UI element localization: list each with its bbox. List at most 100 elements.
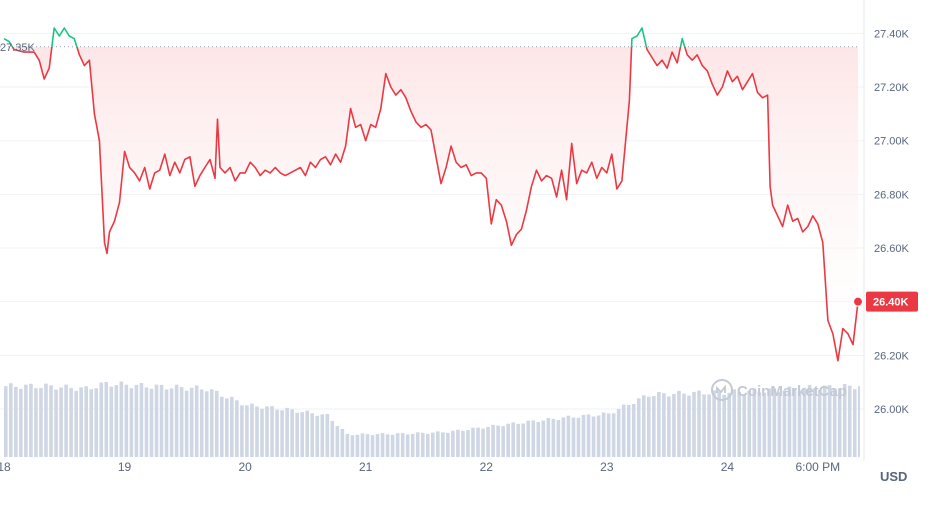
volume-bar <box>199 389 204 457</box>
volume-bar <box>858 386 860 457</box>
volume-bar <box>385 434 390 457</box>
volume-bar <box>325 413 330 457</box>
volume-bar <box>546 418 551 457</box>
volume-bar <box>657 392 661 457</box>
volume-bar <box>541 420 546 457</box>
volume-bar <box>506 423 510 457</box>
volume-bar <box>194 385 199 457</box>
volume-bar <box>250 403 254 457</box>
volume-bar <box>225 398 229 457</box>
x-tick-label: 20 <box>238 460 252 474</box>
volume-bar <box>531 420 536 457</box>
volume-bar <box>842 383 847 457</box>
x-tick-label: 18 <box>0 460 11 474</box>
volume-bar <box>59 387 63 457</box>
volume-bar <box>576 417 581 457</box>
y-tick-label: 27.00K <box>874 136 910 148</box>
volume-bar <box>636 398 641 457</box>
volume-bar <box>606 413 611 457</box>
volume-bar <box>667 396 671 457</box>
volume-bar <box>24 384 28 457</box>
volume-bar <box>34 388 38 457</box>
volume-bar <box>456 429 460 457</box>
volume-bar <box>300 412 304 457</box>
price-line <box>3 27 859 362</box>
volume-bar <box>204 391 209 457</box>
volume-bar <box>586 414 591 457</box>
volume-bar <box>702 394 706 457</box>
volume-bar <box>345 433 350 457</box>
volume-bar <box>415 432 420 457</box>
volume-bar <box>571 417 576 457</box>
volume-bar <box>335 426 340 457</box>
volume-bar <box>189 387 194 457</box>
volume-bar <box>9 383 13 457</box>
volume-bar <box>315 415 320 457</box>
volume-bar <box>672 393 676 457</box>
x-tick-label: 6:00 PM <box>795 460 840 474</box>
x-tick-label: 23 <box>600 460 614 474</box>
price-area <box>4 46 858 361</box>
volume-bar <box>124 384 129 457</box>
volume-bar <box>84 386 88 457</box>
volume-bar <box>827 385 832 457</box>
volume-bar <box>792 388 797 457</box>
current-price-marker: 26.40K <box>853 291 918 312</box>
volume-bar <box>591 416 596 457</box>
volume-bar <box>104 381 109 457</box>
volume-bar <box>596 415 601 457</box>
coinmarketcap-logo-icon <box>711 379 733 401</box>
volume-bar <box>481 428 485 457</box>
volume-bar <box>556 420 561 457</box>
volume-bar <box>466 430 470 457</box>
volume-bar <box>340 428 345 457</box>
volume-bar <box>757 392 762 457</box>
volume-bar <box>752 388 757 457</box>
volume-bar <box>652 396 656 457</box>
volume-bar <box>260 408 264 457</box>
volume-bar <box>521 423 526 457</box>
volume-bar <box>692 391 696 457</box>
current-price-dot <box>853 296 863 307</box>
volume-bar <box>179 387 184 457</box>
price-area-fill <box>4 46 858 361</box>
volume-bar <box>852 389 857 457</box>
volume-bar <box>350 435 355 457</box>
price-line-down <box>11 46 859 362</box>
volume-bar <box>631 403 636 457</box>
volume-bar <box>235 400 239 457</box>
volume-bar <box>39 387 43 457</box>
volume-bar <box>49 385 53 457</box>
volume-bar <box>425 433 430 457</box>
y-tick-label: 26.20K <box>874 350 910 362</box>
volume-bar <box>375 433 380 457</box>
volume-bar <box>129 388 134 457</box>
volume-bar <box>89 389 93 457</box>
y-tick-label: 27.20K <box>874 82 910 94</box>
volume-bar <box>486 426 490 457</box>
volume-bar <box>64 384 68 457</box>
volume-bar <box>451 430 455 457</box>
volume-bar <box>14 386 18 457</box>
volume-bar <box>561 417 566 457</box>
volume-bar <box>772 388 777 457</box>
volume-bar <box>395 433 400 457</box>
volume-bar <box>255 406 259 457</box>
volume-bar <box>677 390 681 457</box>
y-tick-label: 27.40K <box>874 28 910 40</box>
volume-bar <box>360 433 365 457</box>
baseline-label: 27.35K <box>0 42 36 54</box>
volume-bar <box>149 388 154 457</box>
volume-bar <box>285 407 289 457</box>
volume-bar <box>214 390 219 457</box>
volume-bar <box>822 385 827 457</box>
volume-bar <box>626 404 631 457</box>
volume-bar <box>501 426 505 457</box>
currency-label: USD <box>880 469 907 484</box>
volume-bar <box>471 427 475 457</box>
volume-bar <box>687 395 691 457</box>
volume-bar <box>330 421 335 457</box>
volume-bar <box>611 413 616 457</box>
volume-bar <box>390 434 395 457</box>
